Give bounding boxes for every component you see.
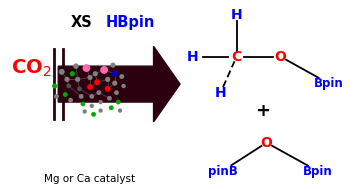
Point [119, 75, 125, 78]
Text: H: H [215, 86, 226, 100]
Point [68, 99, 73, 102]
Point [89, 95, 95, 98]
Text: O: O [261, 136, 273, 150]
Text: HBpin: HBpin [106, 15, 155, 30]
Point [66, 84, 72, 88]
Point [92, 72, 98, 75]
Point [89, 104, 95, 107]
Point [78, 95, 84, 98]
Point [52, 84, 58, 88]
Point [112, 72, 118, 75]
Point [105, 87, 110, 90]
Text: XS: XS [71, 15, 92, 30]
Point [73, 65, 79, 68]
Point [91, 113, 96, 116]
Point [114, 91, 119, 94]
Text: O: O [275, 50, 287, 64]
Point [121, 84, 126, 88]
Point [82, 110, 88, 113]
Point [115, 101, 121, 104]
Text: CO$_2$: CO$_2$ [11, 57, 51, 79]
FancyArrow shape [58, 46, 180, 122]
Point [62, 93, 68, 96]
Point [105, 78, 110, 81]
Point [98, 101, 103, 104]
Point [107, 97, 112, 100]
Point [54, 95, 59, 98]
Text: Bpin: Bpin [303, 165, 333, 177]
Point [112, 82, 118, 85]
Point [110, 64, 116, 67]
Text: pinB: pinB [208, 165, 237, 177]
Point [77, 87, 82, 90]
Point [70, 72, 75, 75]
Point [101, 68, 107, 71]
Point [87, 85, 93, 88]
Text: H: H [187, 50, 198, 64]
Text: Mg or Ca catalyst: Mg or Ca catalyst [44, 174, 136, 184]
Point [96, 91, 102, 94]
Text: Bpin: Bpin [313, 77, 343, 90]
Point [117, 109, 123, 112]
Text: H: H [231, 8, 242, 22]
Point [84, 67, 89, 70]
Text: C: C [231, 50, 242, 64]
Point [75, 78, 80, 81]
Point [64, 78, 70, 81]
Text: +: + [256, 101, 270, 120]
Point [59, 70, 65, 73]
Point [98, 109, 103, 112]
Point [87, 76, 93, 79]
Point [108, 106, 114, 109]
Point [94, 81, 100, 84]
Point [80, 102, 86, 105]
